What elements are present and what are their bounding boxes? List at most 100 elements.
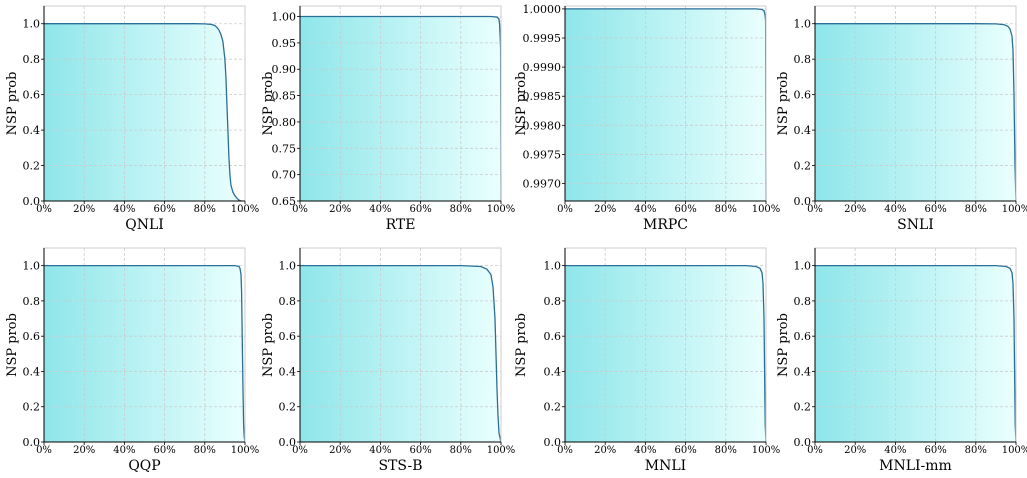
area-fill-sts-b: [300, 265, 501, 442]
x-tick-label: 100%: [231, 445, 260, 456]
x-tick-label: 80%: [450, 445, 472, 456]
y-tick-label: 0.8: [23, 53, 41, 66]
y-tick-label: 0.0: [279, 436, 297, 449]
x-tick-label: 60%: [924, 445, 946, 456]
y-tick-label: 0.2: [23, 160, 41, 173]
x-tick-label: 0%: [36, 204, 52, 215]
area-fill-mrpc: [565, 8, 766, 202]
y-tick-label: 0.8: [23, 295, 41, 308]
x-tick-label: 40%: [113, 445, 135, 456]
x-tick-label: 40%: [634, 445, 656, 456]
y-tick-label: 1.0: [23, 18, 41, 31]
y-tick-label: 0.0: [794, 195, 812, 208]
area-fill-mnli-mm: [815, 265, 1016, 442]
x-tick-label: 60%: [409, 204, 431, 215]
x-tick-label: 40%: [113, 204, 135, 215]
x-axis-label: QNLI: [125, 217, 164, 233]
y-tick-label: 1.00: [272, 11, 297, 24]
x-tick-label: 20%: [73, 445, 95, 456]
chart-panel-rte: 0% 20% 40% 60% 80% 100% 0.65 0.70 0.75 0.80 0.85 0.…: [261, 5, 516, 233]
y-tick-label: 0.9995: [523, 32, 562, 45]
x-tick-label: 60%: [674, 204, 696, 215]
y-tick-label: 1.0: [794, 18, 812, 31]
series-line-mnli: [565, 264, 767, 443]
x-tick-label: 100%: [487, 204, 516, 215]
x-tick-label: 40%: [884, 445, 906, 456]
y-tick-label: 0.90: [272, 63, 297, 76]
x-tick-label: 80%: [194, 445, 216, 456]
x-tick-label: 80%: [965, 204, 987, 215]
chart-panel-qqp: 0% 20% 40% 60% 80% 100% 0.0 0.2 0.4 0.6 0.8 1.0 QQP N…: [5, 247, 260, 474]
series-line-sts-b: [300, 264, 502, 443]
y-tick-label: 0.2: [279, 401, 297, 414]
area-fill-qnli: [44, 23, 241, 202]
chart-panel-sts-b: 0% 20% 40% 60% 80% 100% 0.0 0.2 0.4 0.6 0.8 1.0 STS-…: [261, 247, 516, 474]
y-tick-label: 0.4: [794, 365, 812, 378]
y-axis-label: NSP prob: [5, 313, 20, 377]
y-tick-label: 0.80: [272, 116, 297, 129]
y-tick-label: 0.6: [279, 330, 297, 343]
area-fill-snli: [815, 23, 1016, 202]
x-tick-label: 100%: [752, 204, 781, 215]
x-axis-label: SNLI: [897, 217, 934, 233]
x-tick-label: 80%: [715, 204, 737, 215]
x-tick-label: 40%: [369, 204, 391, 215]
chart-panel-snli: 0% 20% 40% 60% 80% 100% 0.0 0.2 0.4 0.6 0.8 1.0 SNLI…: [776, 5, 1027, 233]
y-tick-label: 0.9985: [523, 90, 562, 103]
y-tick-label: 0.4: [544, 365, 562, 378]
x-tick-label: 60%: [153, 445, 175, 456]
x-tick-label: 60%: [409, 445, 431, 456]
y-tick-label: 0.9980: [523, 119, 562, 132]
series-line-qnli: [44, 23, 242, 202]
y-tick-label: 0.8: [794, 295, 812, 308]
y-tick-label: 0.6: [23, 330, 41, 343]
series-line-snli: [815, 23, 1017, 202]
x-tick-label: 100%: [1002, 445, 1027, 456]
y-tick-label: 0.6: [544, 330, 562, 343]
y-tick-label: 0.65: [272, 195, 297, 208]
x-tick-label: 0%: [36, 445, 52, 456]
x-tick-label: 0%: [292, 204, 308, 215]
x-axis-label: MRPC: [643, 217, 688, 233]
x-tick-label: 60%: [924, 204, 946, 215]
y-tick-label: 0.4: [23, 124, 41, 137]
series-line-qqp: [44, 264, 246, 443]
y-tick-label: 0.9990: [523, 61, 562, 74]
x-tick-label: 40%: [634, 204, 656, 215]
y-tick-label: 0.8: [794, 53, 812, 66]
x-tick-label: 60%: [674, 445, 696, 456]
y-tick-label: 0.8: [544, 295, 562, 308]
x-tick-label: 40%: [884, 204, 906, 215]
x-axis-label: MNLI-mm: [879, 458, 952, 474]
x-tick-label: 100%: [231, 204, 260, 215]
x-tick-label: 80%: [194, 204, 216, 215]
y-axis-label: NSP prob: [776, 313, 791, 377]
y-tick-label: 0.75: [272, 142, 297, 155]
y-tick-label: 0.0: [794, 436, 812, 449]
area-fill-rte: [300, 16, 501, 201]
chart-panel-mnli-mm: 0% 20% 40% 60% 80% 100% 0.0 0.2 0.4 0.6 0.8 1.0 MNLI…: [776, 247, 1027, 474]
x-tick-label: 40%: [369, 445, 391, 456]
chart-panel-mrpc: 0% 20% 40% 60% 80% 100% 0.9970 0.9975 0.9980 0.99…: [514, 3, 780, 233]
x-axis-label: STS-B: [378, 458, 422, 474]
y-tick-label: 0.2: [544, 401, 562, 414]
x-tick-label: 20%: [594, 204, 616, 215]
series-line-rte: [300, 15, 502, 202]
x-tick-label: 100%: [752, 445, 781, 456]
x-tick-label: 100%: [1002, 204, 1027, 215]
y-tick-label: 1.0: [279, 260, 297, 273]
x-tick-label: 20%: [73, 204, 95, 215]
area-fill-qqp: [44, 265, 245, 442]
y-tick-label: 0.0: [23, 436, 41, 449]
x-tick-label: 0%: [292, 445, 308, 456]
x-tick-label: 100%: [487, 445, 516, 456]
y-tick-label: 0.8: [279, 295, 297, 308]
y-tick-label: 0.4: [794, 124, 812, 137]
y-tick-label: 0.2: [794, 401, 812, 414]
y-tick-label: 0.4: [279, 365, 297, 378]
area-fill-mnli: [565, 265, 766, 442]
y-tick-label: 0.4: [23, 365, 41, 378]
series-line-mnli-mm: [815, 264, 1017, 443]
x-tick-label: 20%: [844, 445, 866, 456]
